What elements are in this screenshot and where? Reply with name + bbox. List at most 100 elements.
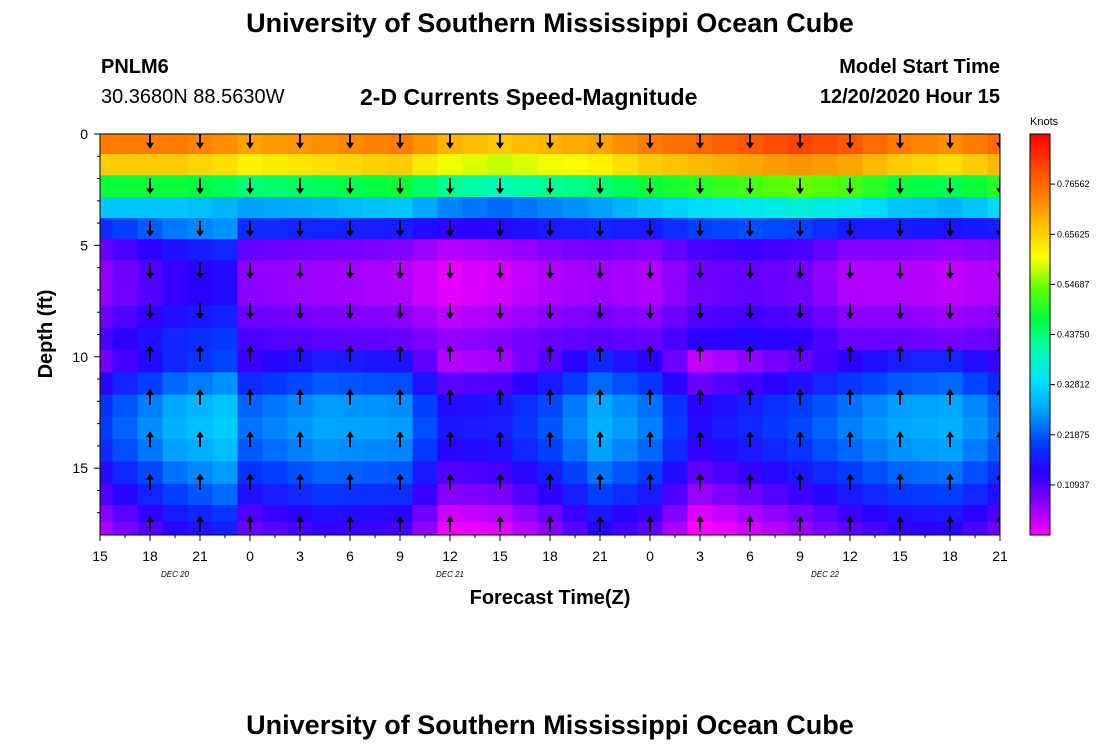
heatmap-cell (512, 483, 539, 506)
heatmap-cell (362, 282, 389, 307)
current-arrow (846, 473, 854, 490)
heatmap-cell (162, 260, 189, 284)
current-arrow (896, 515, 904, 532)
heatmap-cell (662, 394, 689, 418)
current-arrow-head (246, 230, 254, 237)
heatmap-cell (137, 483, 164, 506)
current-arrow-head (796, 345, 804, 352)
heatmap-cell (512, 372, 539, 396)
heatmap-cell (437, 504, 464, 523)
current-arrow (646, 263, 654, 279)
heatmap-cell (662, 175, 689, 198)
heatmap-cell (737, 439, 764, 463)
heatmap-cell (287, 416, 314, 440)
heatmap-cell (462, 461, 489, 485)
heatmap-cell (812, 154, 839, 176)
heatmap-cell (237, 416, 264, 440)
heatmap-cell (687, 196, 714, 219)
footer-title: University of Southern Mississippi Ocean… (246, 710, 854, 740)
heatmap-cell (112, 350, 139, 373)
heatmap-cell (812, 282, 839, 307)
current-arrow-head (196, 273, 204, 279)
heatmap-cell (137, 327, 164, 351)
heatmap-cell (587, 461, 614, 485)
x-tick-label: 6 (746, 548, 754, 564)
current-arrow-head (146, 431, 154, 438)
heatmap-cell (337, 282, 364, 307)
current-arrow (746, 473, 754, 490)
heatmap-cell (312, 196, 339, 219)
heatmap-cell (562, 154, 589, 176)
heatmap-cell (737, 372, 764, 396)
heatmap-cell (787, 154, 814, 176)
current-arrow (696, 178, 704, 195)
heatmap-cell (837, 483, 864, 506)
page-title: University of Southern Mississippi Ocean… (246, 8, 854, 38)
heatmap-cell (987, 327, 1000, 351)
current-arrow (696, 303, 704, 320)
current-arrow-head (546, 188, 554, 195)
heatmap-cell (212, 218, 239, 240)
heatmap-cell (712, 483, 739, 506)
current-arrow (796, 220, 804, 237)
heatmap-cell (612, 416, 639, 440)
heatmap-cell (462, 372, 489, 396)
heatmap-cell (987, 439, 1000, 463)
current-arrow (946, 220, 954, 237)
date-label: DEC 22 (811, 570, 840, 579)
heatmap-cell (437, 416, 464, 440)
current-arrow (546, 515, 554, 532)
heatmap-cell (100, 372, 114, 396)
current-arrow-head (596, 473, 604, 480)
current-arrow (396, 263, 404, 279)
heatmap-cell (262, 260, 289, 284)
heatmap-cell (887, 483, 914, 506)
heatmap-cell (512, 175, 539, 198)
heatmap-cell (637, 394, 664, 418)
heatmap-cell (637, 327, 664, 351)
current-arrow-head (946, 515, 954, 522)
heatmap-cell (912, 175, 939, 198)
heatmap-cell (912, 461, 939, 485)
heatmap-cell (887, 154, 914, 176)
heatmap-cell (487, 350, 514, 373)
heatmap-cell (987, 305, 1000, 329)
current-arrow-head (896, 388, 904, 395)
current-arrow (996, 263, 1000, 279)
heatmap-cell (462, 154, 489, 176)
current-arrow-head (996, 431, 1000, 438)
current-arrow-head (546, 313, 554, 320)
heatmap-cell (762, 327, 789, 351)
heatmap-cell (987, 416, 1000, 440)
heatmap-cell (812, 239, 839, 262)
current-arrow-head (496, 188, 504, 195)
current-arrow-head (296, 431, 304, 438)
current-arrow-head (346, 230, 354, 237)
heatmap-cell (562, 461, 589, 485)
current-arrow-head (496, 313, 504, 320)
heatmap-cell (362, 521, 389, 535)
current-arrow (796, 134, 804, 149)
heatmap-cell (787, 394, 814, 418)
heatmap-cell (462, 260, 489, 284)
current-arrow-head (596, 431, 604, 438)
current-arrow-head (396, 388, 404, 395)
heatmap-cell (687, 416, 714, 440)
current-arrow-head (296, 273, 304, 279)
current-arrow-head (746, 431, 754, 438)
heatmap-cell (437, 394, 464, 418)
current-arrow (396, 178, 404, 195)
heatmap-cell (100, 394, 114, 418)
heatmap-cell (462, 483, 489, 506)
current-arrow (346, 134, 354, 149)
heatmap-cell (987, 196, 1000, 219)
current-arrow (396, 345, 404, 362)
current-arrow (246, 263, 254, 279)
heatmap-cell (687, 239, 714, 262)
current-arrow-head (396, 230, 404, 237)
heatmap-cell (412, 218, 439, 240)
current-arrow (196, 473, 204, 490)
current-arrow-head (646, 345, 654, 352)
heatmap-cell (487, 196, 514, 219)
current-arrow-head (546, 388, 554, 395)
